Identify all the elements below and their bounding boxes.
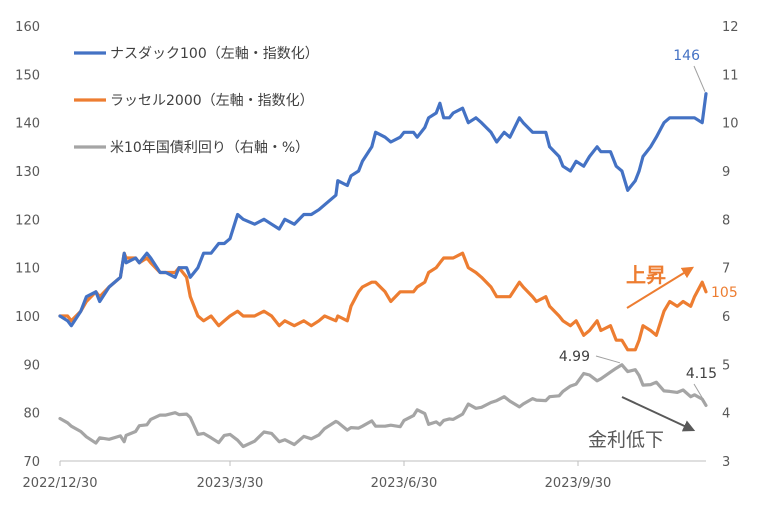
y-left-tick-label: 160 [15, 20, 40, 35]
y-left-tick-label: 120 [15, 213, 40, 228]
y-right-tick-label: 3 [722, 455, 730, 470]
legend: ナスダック100（左軸・指数化） ラッセル2000（左軸・指数化） 米10年国債利回… [74, 46, 319, 156]
x-tick-label: 2023/9/30 [545, 476, 612, 491]
rise-label: 上昇 [626, 263, 666, 287]
x-tick-label: 2023/3/30 [197, 476, 264, 491]
y-left-tick-label: 150 [15, 68, 40, 83]
series-line-2 [58, 363, 708, 449]
nasdaq-end-leader [693, 65, 706, 92]
tick-labels: 70 80 90 100 110 120 130 140 150 160 3 4 5 6 7 8 9 10 11 12… [15, 20, 738, 491]
y-right-tick-label: 7 [722, 262, 730, 277]
y-left-tick-label: 130 [15, 165, 40, 180]
yield-end-leader [693, 383, 706, 403]
yield-end-label: 4.15 [686, 366, 717, 382]
y-left-tick-label: 110 [15, 262, 40, 277]
series-line-0 [58, 92, 708, 328]
x-tick-label: 2022/12/30 [23, 476, 98, 491]
series-lines [58, 92, 708, 449]
y-right-tick-label: 4 [722, 407, 730, 422]
y-right-tick-label: 9 [722, 165, 730, 180]
yield-peak-label: 4.99 [559, 349, 590, 365]
nasdaq-end-label: 146 [673, 48, 700, 64]
legend-label: 米10年国債利回り（右軸・%） [110, 140, 309, 156]
y-right-tick-label: 12 [722, 20, 739, 35]
y-right-tick-label: 11 [722, 68, 739, 83]
y-left-tick-label: 140 [15, 117, 40, 132]
y-right-tick-label: 8 [722, 213, 730, 228]
yield-peak-leader [595, 355, 621, 364]
legend-label: ラッセル2000（左軸・指数化） [110, 93, 314, 109]
y-left-tick-label: 80 [23, 407, 40, 422]
y-right-tick-label: 10 [722, 117, 739, 132]
y-right-tick-label: 6 [722, 310, 730, 325]
y-left-tick-label: 100 [15, 310, 40, 325]
yield-fall-arrow [621, 396, 696, 432]
y-left-tick-label: 70 [23, 455, 40, 470]
russell-end-label: 105 [711, 285, 738, 301]
x-tick-label: 2023/6/30 [371, 476, 438, 491]
y-left-tick-label: 90 [23, 358, 40, 373]
y-right-tick-label: 5 [722, 358, 730, 373]
axes [59, 460, 706, 466]
yield-fall-label: 金利低下 [588, 429, 664, 451]
legend-label: ナスダック100（左軸・指数化） [110, 46, 319, 62]
rise-arrow [626, 266, 695, 309]
